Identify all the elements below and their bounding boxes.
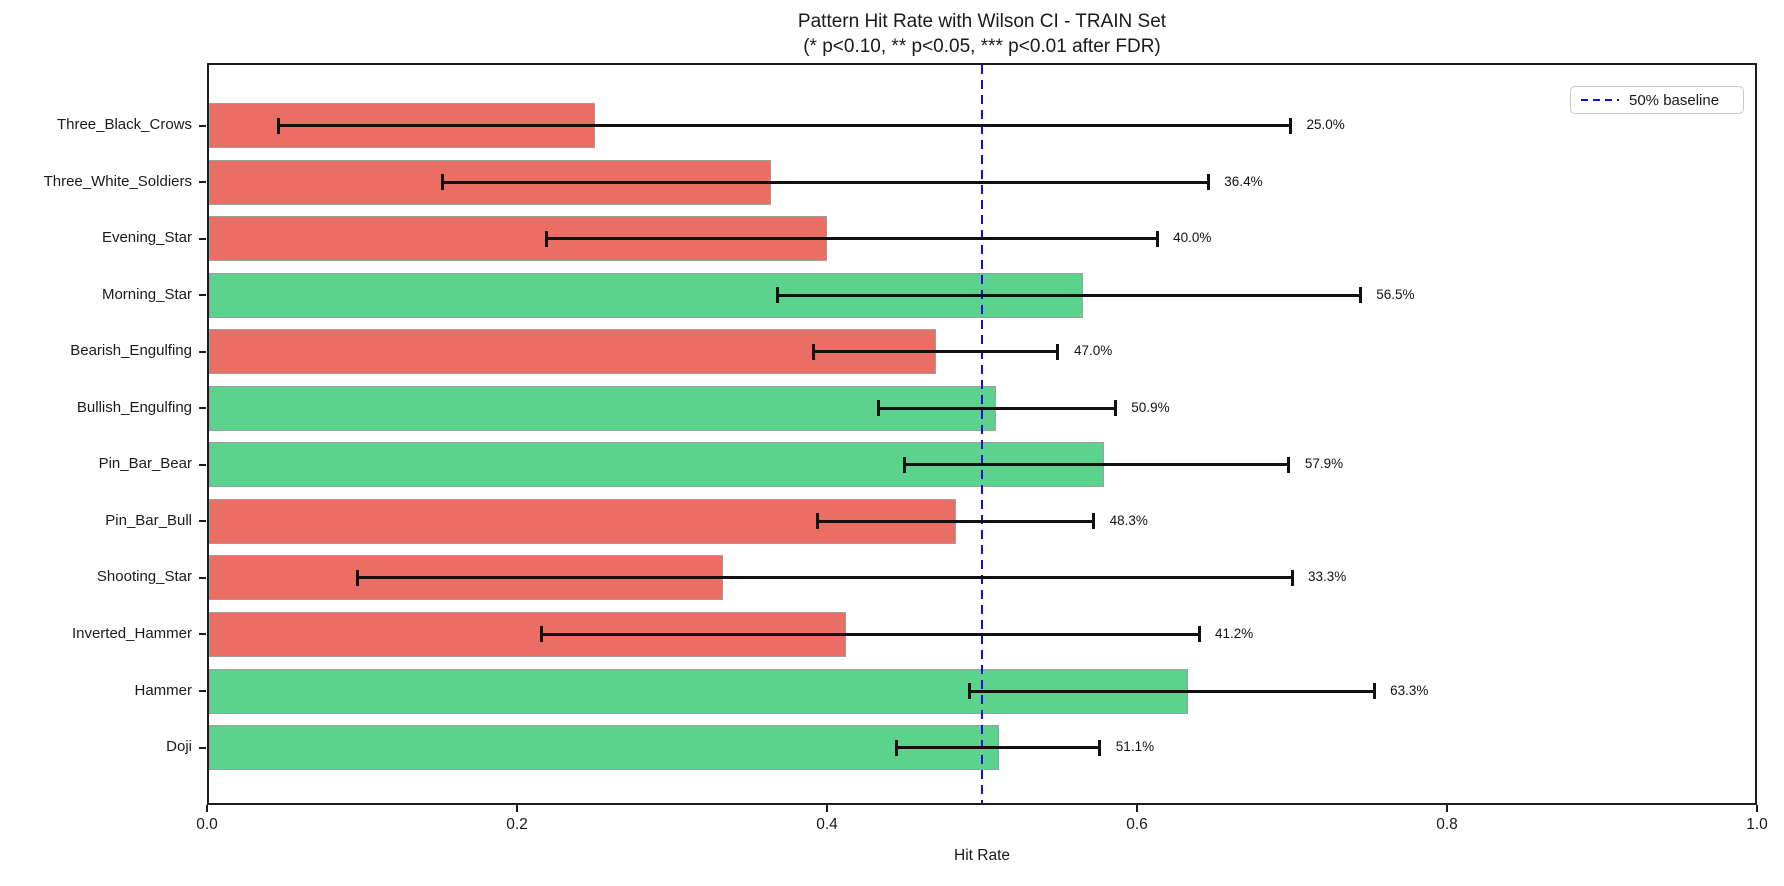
error-bar [969, 689, 1375, 693]
error-bar [878, 406, 1116, 410]
y-tick-label: Bearish_Engulfing [70, 342, 192, 360]
value-label: 36.4% [1224, 173, 1263, 189]
x-tick-mark [516, 805, 518, 812]
value-label: 47.0% [1073, 343, 1113, 359]
legend: 50% baseline [1570, 86, 1744, 114]
y-tick-label: Inverted_Hammer [71, 624, 192, 642]
y-tick-mark [199, 237, 206, 240]
error-bar [817, 519, 1094, 523]
error-bar-cap-high [1372, 683, 1376, 699]
error-bar-cap-low [540, 626, 544, 643]
chart-title: Pattern Hit Rate with Wilson CI - TRAIN … [797, 11, 1167, 32]
value-label: 63.3% [1390, 682, 1429, 698]
value-label: 40.0% [1173, 230, 1212, 246]
y-tick-mark [199, 576, 206, 579]
error-bar-cap-high [1113, 400, 1117, 417]
error-bar-cap-low [816, 513, 820, 530]
chart-subtitle: (* p<0.10, ** p<0.05, *** p<0.01 after F… [803, 36, 1161, 57]
error-bar [442, 180, 1209, 184]
error-bar [777, 293, 1361, 297]
y-tick-label: Doji [166, 738, 192, 756]
value-label: 56.5% [1376, 286, 1415, 302]
error-bar-cap-low [876, 400, 880, 417]
value-label: 48.3% [1109, 512, 1148, 528]
y-tick-mark [199, 520, 206, 523]
y-tick-mark [199, 181, 206, 184]
error-bar-cap-high [1206, 174, 1210, 191]
y-tick-mark [199, 690, 206, 692]
error-bar-cap-low [775, 287, 779, 304]
x-tick-label: 1.0 [1746, 816, 1768, 833]
value-label: 33.3% [1308, 569, 1347, 585]
error-bar-cap-high [1197, 626, 1201, 643]
y-tick-label: Pin_Bar_Bull [105, 511, 192, 529]
value-label: 51.1% [1115, 739, 1155, 755]
y-tick-label: Three_Black_Crows [56, 116, 192, 133]
value-label: 50.9% [1131, 399, 1170, 415]
y-tick-mark [199, 124, 206, 127]
x-tick-mark [826, 805, 828, 812]
baseline-legend-dash-icon [1581, 99, 1619, 101]
x-tick-label: 0.0 [196, 816, 218, 833]
bar [209, 725, 1000, 771]
x-tick-mark [1446, 805, 1448, 812]
error-bar-cap-high [1290, 569, 1294, 586]
legend-label: 50% baseline [1629, 91, 1720, 109]
y-tick-mark [199, 746, 206, 749]
y-tick-mark [199, 350, 206, 353]
error-bar-cap-high [1098, 739, 1102, 756]
bar [209, 385, 996, 431]
error-bar [357, 576, 1292, 580]
value-label: 41.2% [1215, 625, 1254, 641]
error-bar-cap-high [1287, 456, 1291, 473]
value-label: 57.9% [1304, 456, 1344, 472]
value-label: 25.0% [1306, 117, 1345, 132]
x-tick-label: 0.4 [816, 816, 838, 833]
x-tick-mark [1756, 805, 1758, 812]
error-bar-cap-high [1092, 513, 1096, 530]
error-bar [904, 463, 1289, 467]
y-tick-mark [199, 463, 206, 466]
error-bar-cap-low [441, 174, 445, 191]
error-bar-cap-high [1056, 343, 1060, 360]
error-bar [896, 746, 1100, 750]
y-tick-label: Evening_Star [101, 229, 192, 247]
y-tick-label: Morning_Star [101, 285, 192, 303]
x-tick-mark [206, 805, 208, 812]
x-tick-label: 0.8 [1436, 816, 1458, 833]
error-bar-cap-low [544, 230, 548, 247]
error-bar [546, 237, 1158, 241]
y-tick-mark [199, 294, 206, 297]
y-tick-label: Hammer [134, 681, 192, 699]
baseline-line [981, 65, 983, 803]
error-bar-cap-high [1155, 230, 1159, 247]
error-bar-cap-low [968, 683, 972, 699]
x-axis-label: Hit Rate [954, 847, 1010, 864]
y-tick-label: Bullish_Engulfing [76, 398, 192, 416]
y-tick-label: Three_White_Soldiers [43, 172, 192, 190]
y-tick-label: Shooting_Star [96, 568, 192, 586]
error-bar-cap-low [903, 456, 906, 473]
error-bar-cap-low [811, 343, 815, 360]
error-bar-cap-low [276, 117, 280, 134]
error-bar [278, 124, 1291, 127]
error-bar-cap-low [895, 739, 899, 756]
y-tick-mark [199, 633, 206, 636]
error-bar-cap-low [355, 569, 359, 586]
chart-title-block: Pattern Hit Rate with Wilson CI - TRAIN … [207, 9, 1757, 59]
error-bar-cap-high [1288, 117, 1292, 134]
error-bar [541, 632, 1199, 636]
x-tick-mark [1136, 805, 1138, 812]
x-tick-label: 0.2 [506, 816, 528, 833]
error-bar-cap-high [1358, 287, 1362, 304]
y-tick-mark [199, 407, 206, 410]
y-tick-label: Pin_Bar_Bear [98, 455, 192, 473]
x-tick-label: 0.6 [1126, 816, 1148, 833]
error-bar [813, 350, 1058, 354]
